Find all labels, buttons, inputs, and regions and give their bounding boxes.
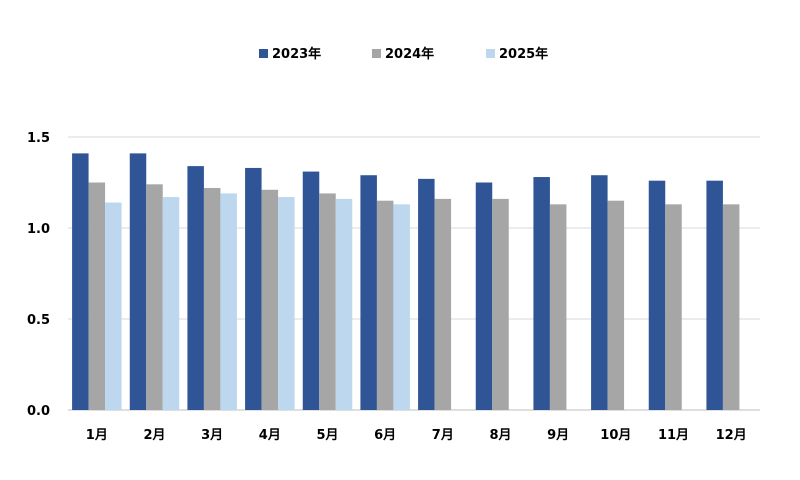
x-tick-label: 5月 [316,428,338,443]
bar-2024年-8月 [492,198,509,410]
legend-label: 2025年 [499,46,548,62]
bar-2023年-2月 [129,153,147,410]
bar-2024年-5月 [319,193,336,410]
bar-2024年-2月 [146,184,163,410]
bar-2024年-9月 [549,204,567,410]
bar-2023年-8月 [475,182,493,410]
bar-2025年-3月 [220,193,237,410]
bar-2023年-1月 [72,153,89,410]
bar-2024年-10月 [607,200,625,410]
y-tick-label: 1.0 [27,222,50,237]
x-tick-label: 10月 [600,428,631,443]
x-tick-label: 4月 [259,428,281,443]
x-tick-label: 12月 [716,428,747,443]
bar-2025年-1月 [105,202,122,410]
y-tick-label: 0.5 [27,313,50,328]
bar-2024年-6月 [376,200,394,410]
x-axis-ticks: 1月 2月 3月 4月 5月 6月 7月 8月 9月 10月 11月 12月 [86,428,747,443]
x-tick-label: 9月 [547,428,569,443]
x-tick-label: 1月 [86,428,108,443]
legend-label: 2023年 [272,46,321,62]
bar-2025年-5月 [335,198,353,410]
y-tick-label: 0.0 [27,404,50,419]
bar-2025年-2月 [162,197,180,410]
legend-swatch [259,49,268,58]
y-tick-label: 1.5 [27,131,50,146]
legend-label: 2024年 [385,46,434,62]
legend-swatch [372,49,381,58]
bar-2025年-6月 [393,204,410,410]
bar-2024年-4月 [261,189,279,410]
bar-2024年-7月 [434,198,452,410]
x-tick-label: 2月 [143,428,165,443]
x-tick-label: 11月 [658,428,689,443]
bar-2023年-12月 [706,180,723,410]
y-axis-ticks: 0.0 0.5 1.0 1.5 [27,131,50,419]
bar-2023年-7月 [418,178,435,410]
bar-2024年-12月 [722,204,740,410]
bar-2023年-9月 [533,177,550,410]
x-tick-label: 8月 [489,428,511,443]
bar-2024年-11月 [665,204,682,410]
gridlines [68,136,760,411]
bar-2023年-4月 [245,167,262,410]
bar-2023年-5月 [302,171,320,410]
bar-2024年-1月 [88,182,106,410]
bar-2023年-6月 [360,175,377,410]
x-tick-label: 7月 [432,428,454,443]
bar-2023年-11月 [648,180,666,410]
legend: 2023年 2024年 2025年 [259,46,548,62]
x-tick-label: 3月 [201,428,223,443]
x-tick-label: 6月 [374,428,396,443]
bars [72,153,740,410]
bar-2023年-3月 [187,166,204,410]
bar-2024年-3月 [203,187,221,410]
bar-2023年-10月 [591,175,608,410]
legend-swatch [486,49,495,58]
bar-2025年-4月 [278,197,295,410]
